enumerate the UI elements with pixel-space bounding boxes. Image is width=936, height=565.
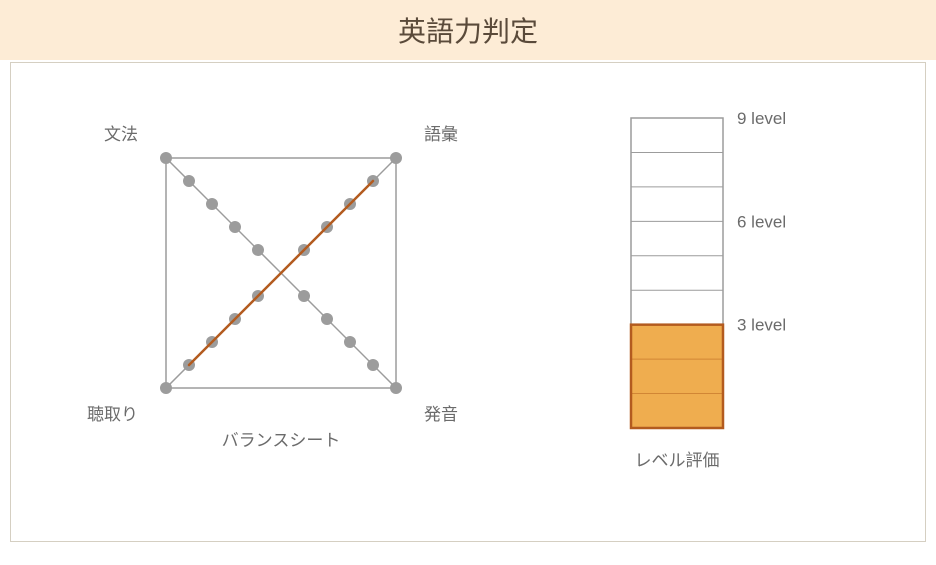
page: 英語力判定 語彙発音 聴取り 文法バランスシート 9 level 6 level 3 l… — [0, 0, 936, 565]
page-title: 英語力判定 — [0, 0, 936, 60]
radar-axis-label: 文法 — [104, 125, 138, 144]
radar-axis-label: 発音 — [424, 405, 458, 424]
charts-row: 語彙発音 聴取り 文法バランスシート 9 level 6 level 3 level レベ… — [11, 63, 925, 541]
radar-caption: バランスシート — [222, 431, 341, 450]
level-bar-area: 9 level 6 level 3 level レベル評価 — [531, 63, 925, 541]
radar-axis-label: 聴取り — [87, 405, 138, 424]
radar-axis-label: 語彙 — [424, 125, 458, 144]
level-tick-label: 3 level — [737, 316, 786, 335]
radar-chart-area: 語彙発音 聴取り 文法バランスシート — [11, 63, 531, 541]
chart-panel: 語彙発音 聴取り 文法バランスシート 9 level 6 level 3 level レベ… — [10, 62, 926, 542]
level-bar-chart: 9 level 6 level 3 level レベル評価 — [531, 63, 911, 533]
level-caption: レベル評価 — [635, 451, 720, 470]
level-tick-label: 6 level — [737, 212, 786, 231]
radar-chart: 語彙発音 聴取り 文法バランスシート — [11, 63, 531, 533]
level-tick-label: 9 level — [737, 109, 786, 128]
